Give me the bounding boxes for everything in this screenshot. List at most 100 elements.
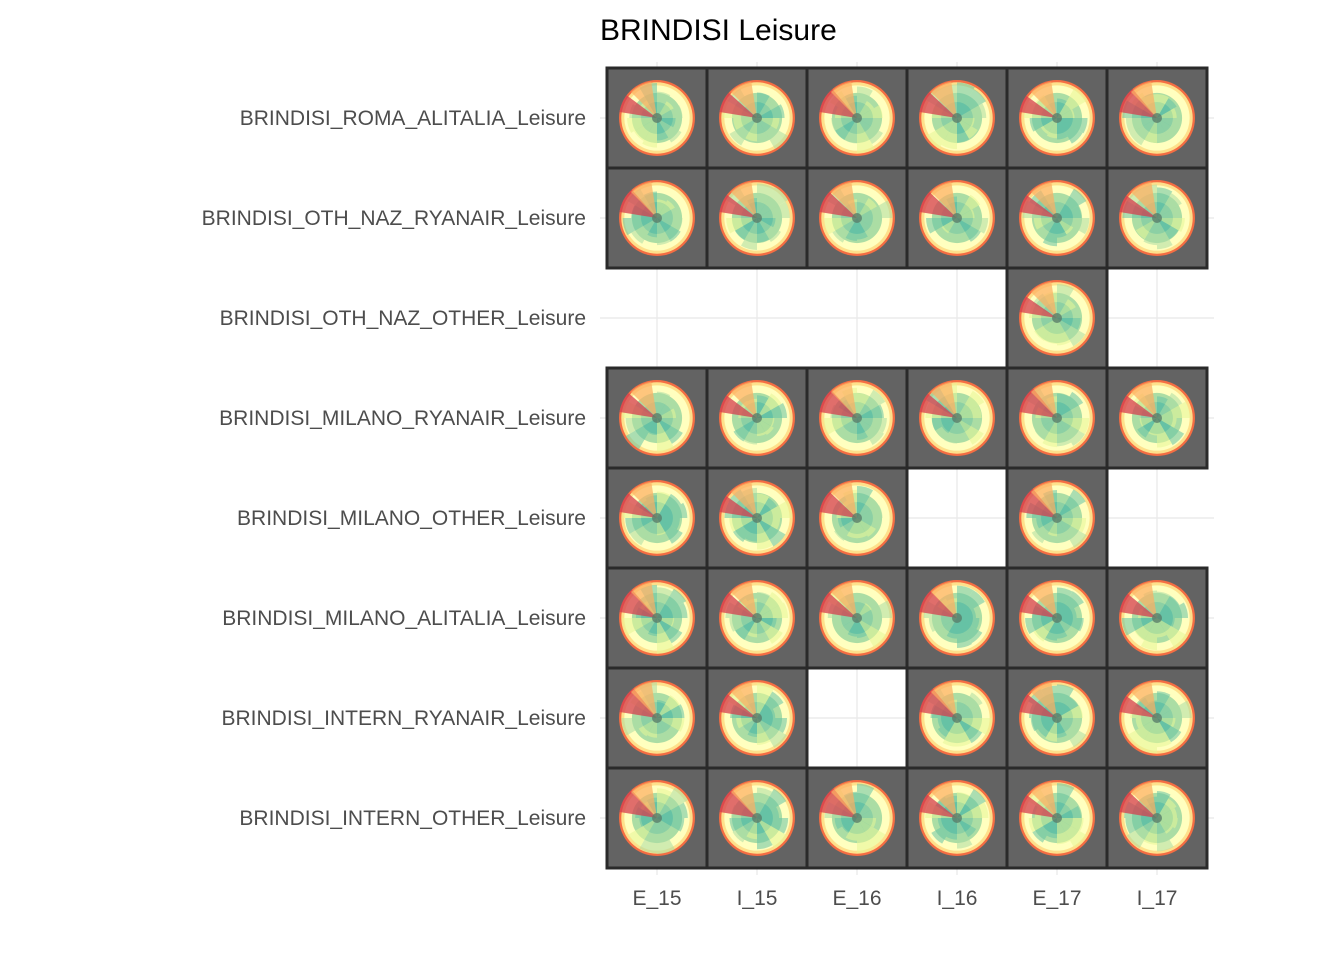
polar-segment (757, 788, 787, 818)
polar-center (1152, 613, 1162, 623)
polar-segment (957, 118, 978, 139)
tile (705, 666, 809, 770)
polar-segment (730, 581, 757, 618)
polar-segment (1057, 98, 1067, 118)
polar-segment (637, 618, 657, 638)
polar-segment (730, 681, 757, 718)
polar-center (852, 613, 862, 623)
polar-segment (1037, 718, 1057, 738)
polar-segment (944, 418, 957, 444)
polar-segment (1157, 818, 1178, 829)
polar-segment (1157, 218, 1179, 240)
tile (705, 66, 809, 170)
polar-segment (957, 818, 979, 829)
tile (1005, 266, 1109, 370)
polar-segment (657, 618, 683, 644)
polar-segment (734, 218, 757, 241)
polar-segment (957, 118, 970, 143)
polar-segment (757, 618, 777, 628)
polar-segment (1125, 818, 1157, 834)
chart-title: BRINDISI Leisure (600, 14, 837, 47)
polar-center (1152, 713, 1162, 723)
tile (905, 366, 1009, 470)
polar-segment (1157, 691, 1171, 718)
polar-segment (857, 404, 884, 418)
polar-segment (1130, 81, 1157, 118)
polar-segment (719, 694, 757, 718)
polar-segment (657, 704, 685, 718)
polar-segment (757, 393, 782, 418)
polar-segment (733, 418, 757, 442)
polar-segment (1034, 418, 1057, 441)
polar-segment (847, 618, 857, 637)
polar-segment (733, 518, 757, 542)
polar-segment (757, 395, 769, 418)
polar-segment (1030, 718, 1057, 732)
polar-segment (1129, 118, 1157, 146)
polar-segment (846, 418, 857, 440)
polar-segment (834, 818, 857, 830)
polar-segment (837, 518, 857, 528)
polar-segment (857, 618, 882, 631)
polar-segment (647, 618, 657, 637)
polar-segment (757, 718, 771, 746)
polar-segment (1057, 718, 1087, 748)
polar-segment (857, 197, 868, 218)
polar-segment (730, 781, 757, 818)
polar-segment (657, 118, 676, 128)
polar-segment (647, 218, 657, 238)
x-tick-label: I_15 (737, 887, 778, 910)
polar-center (852, 113, 862, 123)
polar-segment (757, 818, 788, 849)
x-tick-label: E_17 (1032, 887, 1081, 910)
polar-segment (941, 618, 957, 634)
polar-segment (735, 618, 757, 640)
polar-segment (834, 118, 857, 141)
polar-segment (931, 418, 957, 431)
polar-segment (946, 218, 957, 240)
polar-center (1052, 413, 1062, 423)
polar-segment (757, 500, 793, 518)
polar-segment (1157, 602, 1189, 618)
polar-center (652, 613, 662, 623)
polar-segment (857, 200, 893, 218)
polar-segment (1030, 481, 1057, 518)
polar-segment (757, 118, 789, 150)
polar-center (1152, 113, 1162, 123)
polar-segment (729, 118, 757, 146)
polar-segment (1157, 218, 1173, 250)
polar-segment (757, 118, 768, 140)
polar-segment (1057, 205, 1082, 218)
polar-segment (757, 818, 773, 850)
tile (705, 766, 809, 870)
polar-segment (757, 418, 774, 435)
polar-segment (1157, 418, 1172, 448)
polar-segment (1057, 505, 1082, 518)
polar-segment (957, 103, 987, 118)
polar-segment (1046, 818, 1057, 839)
polar-segment (1057, 196, 1068, 218)
polar-segment (1057, 718, 1079, 729)
polar-segment (1144, 118, 1157, 143)
polar-segment (719, 194, 757, 218)
polar-segment (657, 218, 671, 246)
polar-segment (757, 183, 775, 218)
tile (805, 566, 909, 670)
polar-segment (736, 718, 757, 729)
polar-segment (657, 118, 669, 141)
polar-segment (919, 92, 957, 118)
polar-segment (1157, 591, 1171, 618)
tile (1005, 166, 1109, 270)
tile (705, 366, 809, 470)
polar-segment (928, 618, 957, 633)
polar-segment (745, 118, 757, 142)
x-axis-labels: E_15 I_15 E_16 I_16 E_17 I_17 (632, 887, 1177, 910)
polar-segment (757, 592, 783, 618)
polar-segment (1140, 618, 1157, 651)
polar-segment (1057, 518, 1068, 540)
polar-segment (837, 618, 857, 628)
polar-segment (857, 505, 883, 518)
polar-center (752, 113, 762, 123)
polar-segment (1046, 118, 1057, 139)
polar-segment (832, 218, 857, 243)
